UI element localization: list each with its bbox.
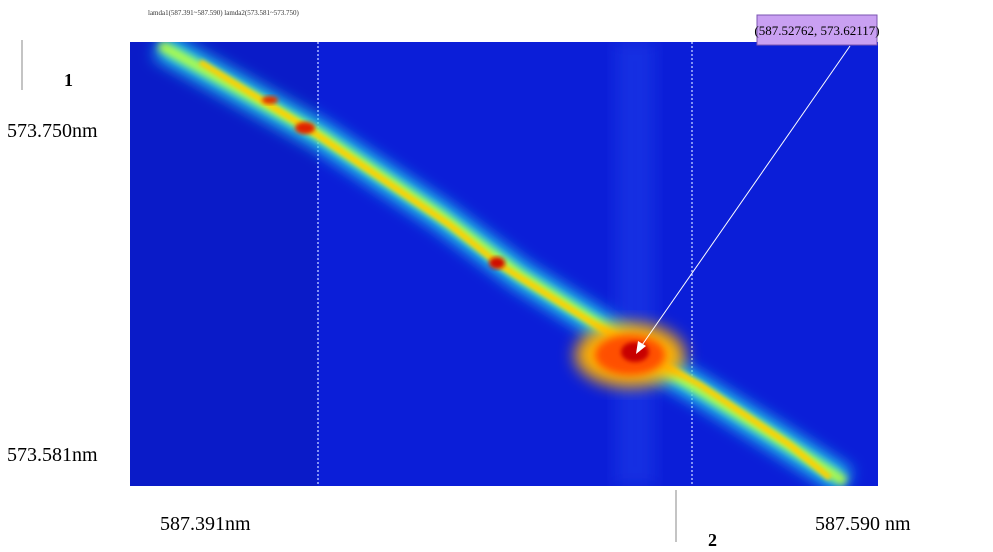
x-label: 587.391nm [160, 513, 251, 535]
heatmap [130, 42, 878, 486]
header-caption: lamda1(587.391~587.590) lamda2(573.581~5… [148, 9, 300, 17]
annotation-arrow [639, 45, 851, 349]
marker-label: 1 [64, 70, 73, 90]
y-label: 573.750nm [7, 120, 98, 142]
marker-label: 2 [708, 530, 717, 550]
arrow-head [636, 341, 646, 354]
x-label: 587.590 nm [815, 513, 911, 535]
annotation-text: (587.52762, 573.62117) [754, 23, 879, 38]
annotation-box [756, 14, 878, 46]
y-label: 573.581nm [7, 444, 98, 466]
